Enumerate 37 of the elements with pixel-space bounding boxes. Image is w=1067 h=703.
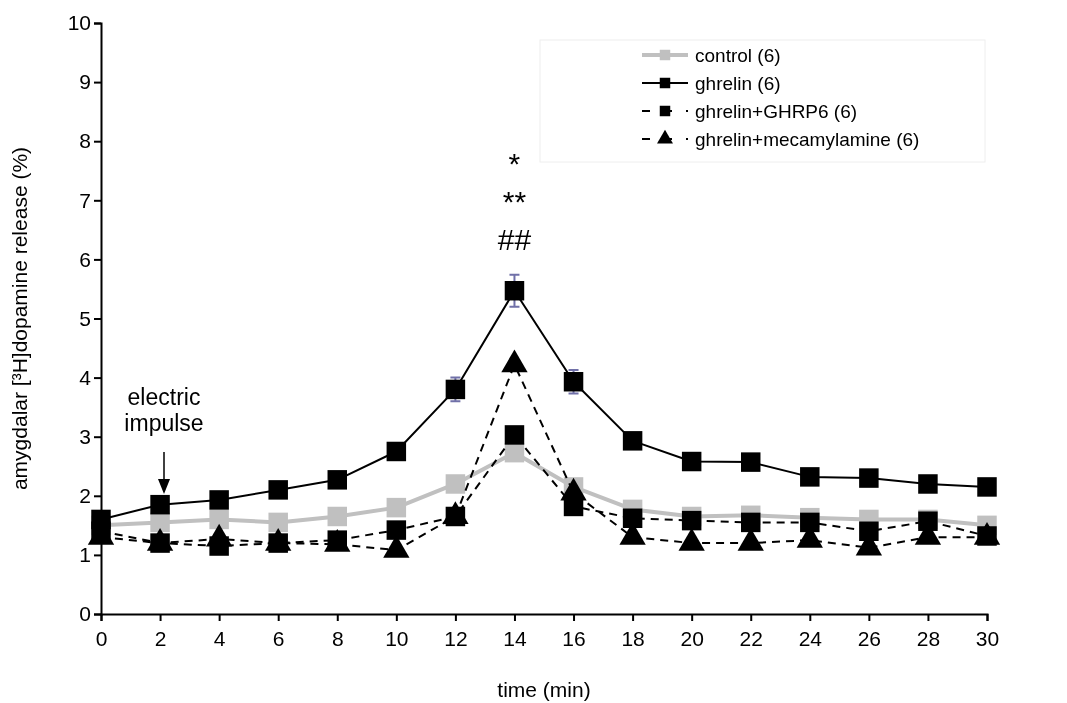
- x-tick-label: 30: [975, 627, 1000, 651]
- annotation: **: [502, 185, 527, 219]
- x-tick-label: 4: [213, 627, 226, 651]
- legend-label: ghrelin+mecamylamine (6): [695, 128, 920, 150]
- y-tick-label: 8: [79, 129, 91, 153]
- legend-label: control (6): [695, 44, 781, 66]
- legend-label: ghrelin (6): [695, 72, 781, 94]
- x-tick-label: 24: [798, 627, 823, 651]
- x-tick-label: 0: [95, 627, 108, 651]
- x-axis-title: time (min): [497, 678, 591, 701]
- x-tick-label: 16: [562, 627, 586, 651]
- x-tick-label: 2: [154, 627, 167, 651]
- y-tick-label: 7: [79, 188, 91, 212]
- x-tick-label: 28: [916, 627, 941, 651]
- annotation: electric impulse: [124, 384, 204, 437]
- y-tick-label: 1: [79, 543, 91, 567]
- x-tick-label: 6: [272, 627, 285, 651]
- x-tick-label: 22: [739, 627, 763, 651]
- x-tick-label: 10: [385, 627, 409, 651]
- x-tick-label: 20: [680, 627, 704, 651]
- legend-label: ghrelin+GHRP6 (6): [695, 100, 858, 122]
- y-tick-label: 6: [79, 247, 91, 271]
- y-tick-label: 3: [79, 424, 91, 448]
- y-axis-title: amygdalar [³H]dopamine release (%): [8, 146, 31, 491]
- x-tick-label: 18: [621, 627, 645, 651]
- x-tick-label: 12: [444, 627, 468, 651]
- x-tick-label: 26: [857, 627, 882, 651]
- y-tick-label: 5: [79, 306, 91, 330]
- y-tick-label: 4: [79, 365, 92, 389]
- y-tick-label: 0: [79, 602, 91, 626]
- y-tick-label: 2: [79, 484, 91, 508]
- annotation: ##: [497, 223, 532, 257]
- annotation: *: [508, 147, 521, 181]
- y-tick-label: 9: [79, 70, 91, 94]
- x-tick-label: 8: [331, 627, 344, 651]
- y-tick-label: 10: [67, 11, 91, 35]
- x-tick-label: 14: [503, 627, 527, 651]
